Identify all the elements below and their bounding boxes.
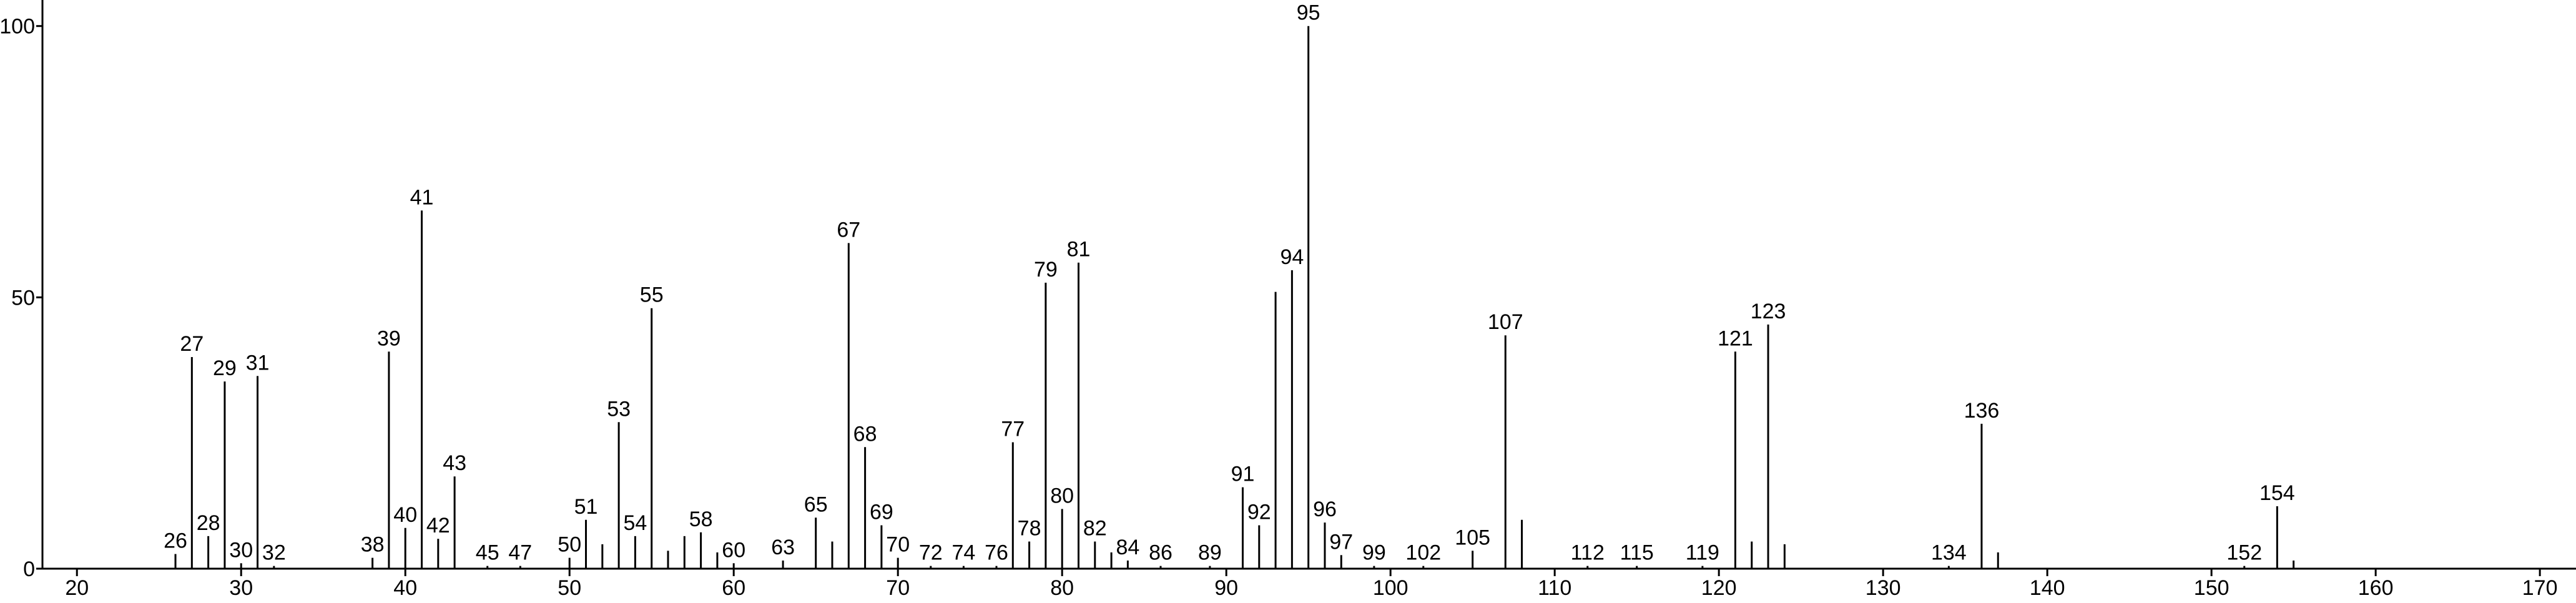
x-tick-label: 100 (1373, 576, 1408, 600)
peak-label: 39 (377, 326, 401, 350)
peak-label: 38 (361, 533, 385, 557)
peak-label: 102 (1405, 541, 1441, 565)
x-tick-label: 20 (65, 576, 89, 600)
peak-label: 115 (1620, 541, 1654, 565)
peak-label: 63 (771, 536, 795, 559)
x-tick-label: 110 (1538, 576, 1571, 600)
peak-label: 29 (213, 356, 237, 380)
peak-label: 45 (476, 541, 499, 565)
peak-label: 152 (2226, 541, 2262, 565)
peak-label: 58 (689, 507, 713, 531)
peak-label: 96 (1313, 498, 1337, 521)
y-tick-label: 100 (0, 15, 35, 39)
peak-label: 26 (164, 529, 187, 553)
x-tick-label: 30 (229, 576, 253, 600)
x-tick-label: 40 (393, 576, 417, 600)
peak-label: 41 (410, 185, 434, 209)
peak-label: 82 (1083, 517, 1107, 541)
peak-label: 74 (951, 541, 975, 565)
x-tick-label: 170 (2522, 576, 2558, 600)
peak-label: 31 (246, 351, 270, 375)
x-tick-label: 70 (886, 576, 910, 600)
peak-label: 65 (804, 493, 828, 516)
peak-label: 119 (1686, 541, 1719, 565)
peak-label: 54 (623, 511, 647, 535)
peak-label: 47 (508, 541, 532, 565)
peak-label: 72 (919, 541, 943, 565)
peak-label: 107 (1488, 310, 1523, 334)
peak-label: 30 (229, 538, 253, 562)
peak-label: 154 (2259, 481, 2295, 505)
peak-label: 79 (1034, 258, 1058, 282)
peak-label: 84 (1116, 536, 1139, 559)
peak-label: 97 (1329, 530, 1353, 554)
x-tick-label: 140 (2030, 576, 2065, 600)
x-tick-label: 50 (558, 576, 581, 600)
peak-label: 95 (1297, 1, 1320, 25)
peak-label: 77 (1001, 417, 1025, 441)
peak-label: 89 (1198, 541, 1222, 565)
peak-label: 27 (180, 332, 204, 356)
peak-label: 86 (1149, 541, 1172, 565)
x-tick-label: 160 (2358, 576, 2394, 600)
peak-label: 28 (197, 511, 220, 535)
peak-label: 67 (837, 218, 860, 242)
peak-label: 91 (1231, 463, 1255, 486)
peak-label: 32 (262, 541, 286, 565)
peak-label: 99 (1362, 541, 1386, 565)
peak-label: 50 (558, 533, 581, 557)
x-tick-label: 90 (1214, 576, 1238, 600)
peak-label: 112 (1571, 541, 1605, 565)
peak-label: 53 (607, 397, 631, 421)
peak-label: 68 (853, 422, 877, 446)
x-tick-label: 120 (1701, 576, 1737, 600)
peak-label: 70 (886, 533, 910, 557)
x-tick-label: 150 (2194, 576, 2229, 600)
peak-label: 55 (640, 283, 664, 307)
peak-label: 60 (722, 538, 745, 562)
peak-label: 134 (1931, 541, 1967, 565)
peak-label: 81 (1067, 238, 1091, 262)
x-tick-label: 80 (1050, 576, 1074, 600)
x-tick-label: 130 (1866, 576, 1901, 600)
y-tick-label: 50 (11, 286, 35, 310)
peak-label: 123 (1751, 300, 1786, 323)
x-tick-label: 60 (722, 576, 745, 600)
peak-label: 40 (393, 503, 417, 527)
peak-label: 121 (1718, 326, 1753, 350)
peak-label: 94 (1280, 245, 1304, 269)
peak-label: 51 (574, 495, 598, 519)
peak-label: 92 (1247, 500, 1271, 524)
peak-label: 80 (1050, 484, 1074, 507)
peak-label: 69 (870, 500, 893, 524)
peak-label: 76 (985, 541, 1008, 565)
peak-label: 136 (1964, 399, 2000, 423)
peak-label: 43 (443, 451, 466, 475)
peak-label: 42 (426, 514, 450, 537)
peak-label: 105 (1455, 526, 1490, 549)
y-tick-label: 0 (23, 557, 35, 581)
peak-label: 78 (1018, 517, 1041, 541)
